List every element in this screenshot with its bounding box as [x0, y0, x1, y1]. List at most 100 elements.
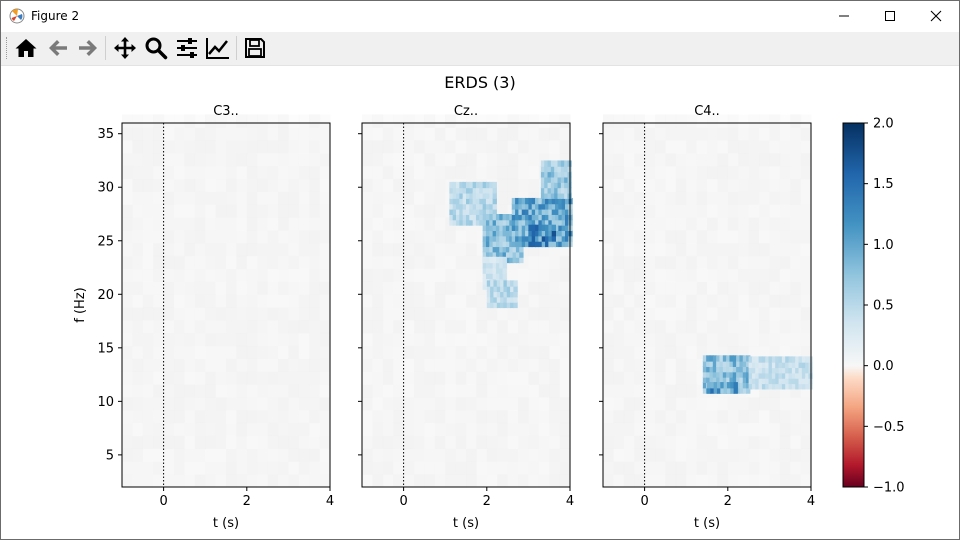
heatmap-cell [288, 358, 300, 372]
title-bar[interactable]: Figure 2 [1, 1, 959, 31]
heatmap-cell [507, 409, 519, 424]
erds-cell [564, 181, 569, 189]
heatmap-cell [675, 217, 687, 231]
heatmap-cell [184, 461, 196, 475]
erds-cell [547, 181, 552, 189]
erds-cell [493, 296, 498, 303]
heatmap-cell [132, 268, 144, 282]
heatmap-cell [184, 191, 196, 205]
heatmap-cell [236, 152, 248, 167]
erds-cell [765, 367, 770, 374]
heatmap-cell [226, 332, 237, 347]
heatmap-cell [538, 281, 550, 295]
erds-cell [503, 296, 508, 303]
save-button[interactable] [242, 35, 268, 61]
erds-cell [732, 366, 738, 373]
erds-cell [456, 181, 461, 189]
heatmap-cell [455, 358, 467, 372]
heatmap-cell [644, 345, 656, 360]
heatmap-cell [759, 268, 770, 282]
heatmap-cell [655, 461, 666, 475]
figure-canvas[interactable]: ERDS (3) C3.. 0 2 4 t (s) 5 10 15 20 25 30 35 f (Hz)… [1, 66, 959, 539]
heatmap-cell [748, 178, 760, 193]
erds-cell [500, 301, 505, 309]
heatmap-cell [727, 152, 739, 167]
heatmap-cell [403, 178, 415, 193]
erds-cell [785, 377, 790, 385]
heatmap-cell [613, 319, 625, 334]
heatmap-cell [194, 319, 206, 334]
erds-cell [510, 280, 515, 287]
pan-button[interactable] [112, 35, 138, 61]
erds-cell [712, 355, 718, 362]
heatmap-cell [528, 397, 540, 411]
heatmap-cell [424, 217, 436, 231]
erds-cell [722, 360, 728, 367]
erds-cell [778, 361, 783, 369]
erds-cell [565, 214, 570, 221]
heatmap-cell [393, 268, 405, 282]
erds-cell [548, 240, 553, 248]
heatmap-cell [215, 204, 227, 218]
erds-cell [541, 219, 547, 226]
erds-cell [485, 187, 491, 194]
heatmap-cell [184, 384, 196, 398]
heatmap-cell [382, 114, 394, 128]
heatmap-cell [518, 435, 529, 449]
heatmap-cell [717, 319, 729, 334]
y-tick-label: 10 [97, 395, 114, 410]
zoom-button[interactable] [143, 35, 169, 61]
erds-cell [510, 285, 515, 293]
heatmap-cell [507, 140, 519, 154]
erds-cell [712, 376, 718, 384]
heatmap-cell [142, 127, 154, 141]
erds-cell [499, 246, 504, 253]
minimize-button[interactable] [821, 1, 867, 31]
back-button[interactable] [45, 35, 71, 61]
erds-cell [485, 230, 491, 237]
heatmap-cell [623, 371, 635, 385]
heatmap-cell [142, 474, 154, 488]
heatmap-cell [122, 397, 133, 411]
heatmap-cell [257, 448, 269, 462]
configure-subplots-button[interactable] [174, 35, 200, 61]
heatmap-cell [267, 307, 279, 321]
erds-cell [485, 235, 491, 242]
erds-cell [511, 208, 517, 215]
heatmap-cell [800, 127, 812, 141]
heatmap-cell [434, 294, 446, 308]
heatmap-cell [142, 409, 154, 424]
erds-cell [547, 160, 552, 167]
heatmap-cell [759, 409, 770, 424]
heatmap-cell [613, 114, 625, 128]
heatmap-cell [486, 319, 498, 334]
forward-button[interactable] [75, 35, 101, 61]
heatmap-cell [319, 371, 331, 385]
heatmap-cell [194, 165, 206, 180]
heatmap-cell [194, 114, 206, 128]
heatmap-cell [644, 409, 656, 424]
heatmap-cell [393, 191, 405, 205]
erds-cell [736, 360, 741, 367]
erds-cell [525, 230, 530, 237]
heatmap-cell [738, 422, 750, 437]
heatmap-cell [455, 268, 467, 282]
heatmap-cell [613, 217, 625, 231]
close-button[interactable] [913, 1, 959, 31]
heatmap-cell [528, 152, 540, 167]
heatmap-cell [246, 268, 258, 282]
heatmap-cell [424, 319, 436, 334]
home-button[interactable] [13, 35, 39, 61]
edit-axis-button[interactable] [205, 35, 231, 61]
maximize-button[interactable] [867, 1, 913, 31]
heatmap-cell [738, 230, 750, 244]
heatmap-cell [603, 165, 614, 180]
erds-cell [771, 356, 777, 363]
erds-cell [489, 246, 494, 253]
heatmap-cell [309, 242, 321, 257]
heatmap-cell [717, 242, 729, 257]
heatmap-cell [163, 307, 175, 321]
heatmap-cell [549, 422, 561, 437]
heatmap-cell [696, 409, 708, 424]
